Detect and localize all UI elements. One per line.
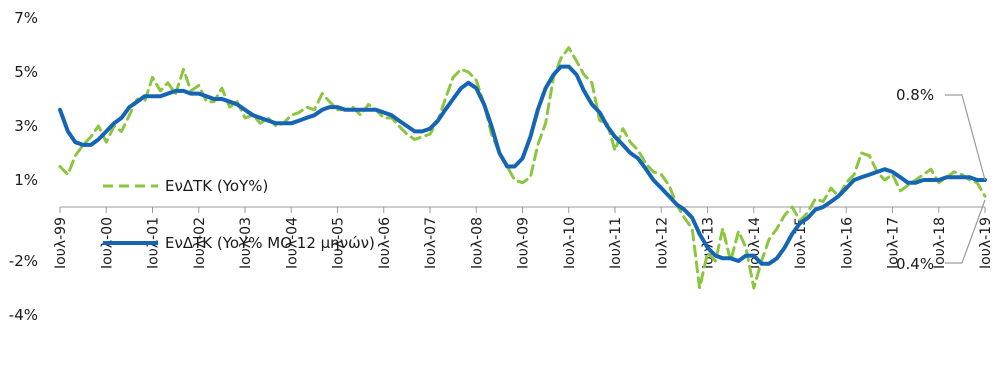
- x-tick-label: Ιουλ-07: [423, 217, 439, 269]
- x-tick-label: Ιουλ-08: [469, 217, 485, 269]
- x-tick-label: Ιουλ-04: [284, 217, 300, 269]
- x-tick-label: Ιουλ-11: [608, 217, 624, 269]
- y-tick-label: 1%: [14, 171, 38, 189]
- legend-item-ma12: ΕνΔΤΚ (YoY% ΜΟ 12 μηνών): [103, 234, 375, 252]
- legend-item-yoy: ΕνΔΤΚ (YoY%): [103, 177, 268, 195]
- y-tick-label: -4%: [9, 306, 38, 324]
- x-tick-label: Ιουλ-99: [53, 217, 69, 269]
- y-tick-label: 5%: [14, 63, 38, 81]
- annotation-label-upper: 0.8%: [896, 86, 934, 104]
- series-line-ma12: [58, 64, 987, 266]
- legend-label-yoy: ΕνΔΤΚ (YoY%): [165, 177, 268, 195]
- x-tick-label: Ιουλ-18: [932, 217, 948, 269]
- x-tick-label: Ιουλ-06: [377, 217, 393, 269]
- x-axis-ticks: Ιουλ-99Ιουλ-00Ιουλ-01Ιουλ-02Ιουλ-03Ιουλ-…: [53, 207, 994, 269]
- annotation-leader-upper: [945, 94, 986, 181]
- y-tick-label: 3%: [14, 117, 38, 135]
- x-tick-label: Ιουλ-02: [192, 217, 208, 269]
- legend-label-ma12: ΕνΔΤΚ (YoY% ΜΟ 12 μηνών): [165, 234, 375, 252]
- series-line-yoy: [58, 46, 987, 290]
- annotation-label-lower: 0.4%: [896, 255, 934, 273]
- annotation-leader-lower: [945, 199, 986, 264]
- x-tick-label: Ιουλ-05: [331, 217, 347, 269]
- legend: ΕνΔΤΚ (YoY%) ΕνΔΤΚ (YoY% ΜΟ 12 μηνών): [103, 177, 375, 252]
- y-tick-label: -2%: [9, 252, 38, 270]
- x-tick-label: Ιουλ-09: [516, 217, 532, 269]
- x-tick-label: Ιουλ-03: [238, 217, 254, 269]
- x-tick-label: Ιουλ-12: [654, 217, 670, 269]
- x-tick-label: Ιουλ-17: [886, 217, 902, 269]
- x-tick-label: Ιουλ-16: [839, 217, 855, 269]
- series-lines: [58, 46, 987, 290]
- y-axis-ticks: 7% 5% 3% 1% -2% -4%: [9, 9, 38, 324]
- x-tick-label: Ιουλ-19: [978, 217, 994, 269]
- annotations: 0.8% 0.4%: [896, 86, 986, 273]
- y-tick-label: 7%: [14, 9, 38, 27]
- x-tick-label: Ιουλ-10: [562, 217, 578, 269]
